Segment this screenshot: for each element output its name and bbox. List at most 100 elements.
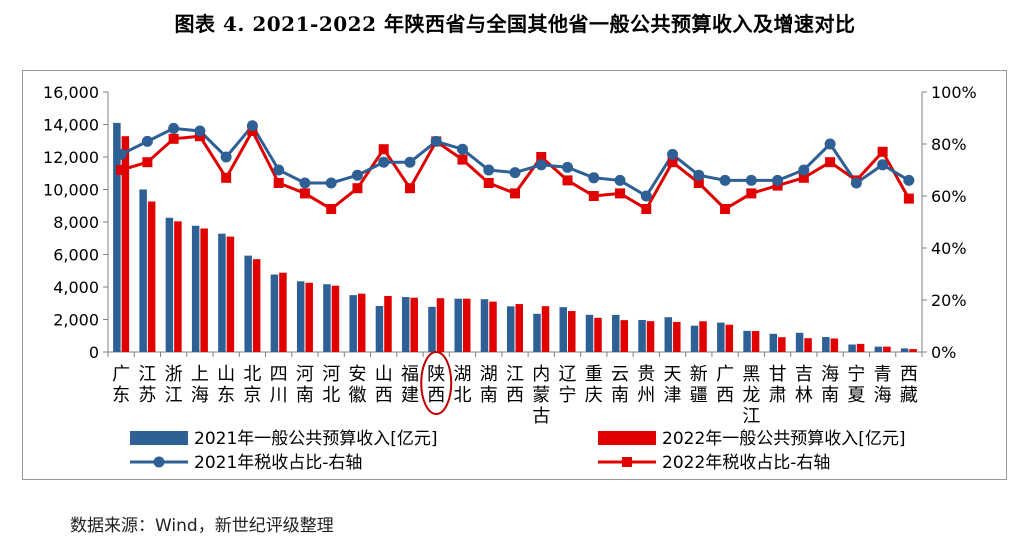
point-2022 <box>615 188 626 199</box>
category-label: 广西 <box>716 364 734 406</box>
point-2021 <box>614 174 626 186</box>
point-2021 <box>719 174 731 186</box>
category-label: 云南 <box>611 364 629 406</box>
right-tick-label: 40% <box>931 239 967 258</box>
point-2021 <box>299 177 311 189</box>
category-label: 福建 <box>401 364 419 406</box>
point-2021 <box>640 190 652 202</box>
category-label: 青海 <box>874 364 892 406</box>
bar-2021 <box>401 297 410 352</box>
bar-2022 <box>226 236 235 352</box>
point-2021 <box>798 164 810 176</box>
right-tick-label: 60% <box>931 187 967 206</box>
category-label: 海南 <box>821 364 839 406</box>
bar-2022 <box>121 136 130 352</box>
point-2022 <box>352 183 363 194</box>
category-label: 安徽 <box>348 364 366 406</box>
category-label: 江西 <box>506 364 524 406</box>
bar-2021 <box>769 333 778 352</box>
left-tick-label: 12,000 <box>43 148 99 167</box>
bar-2022 <box>384 295 392 352</box>
bar-2021 <box>270 274 279 352</box>
category-label: 贵州 <box>637 364 655 406</box>
point-2021 <box>141 135 153 147</box>
bar-2021 <box>822 337 830 352</box>
bar-2021 <box>428 306 436 352</box>
bar-2021 <box>139 189 147 352</box>
bar-2022 <box>489 301 497 352</box>
chart-frame <box>22 70 1007 480</box>
point-2021 <box>246 120 258 132</box>
bar-2022 <box>462 298 471 352</box>
category-label: 黑龙江 <box>742 364 760 427</box>
bar-2021 <box>848 344 856 352</box>
point-2021 <box>168 122 180 134</box>
bar-2022 <box>515 304 523 352</box>
bar-2022 <box>646 321 655 352</box>
category-label: 天津 <box>664 364 682 406</box>
point-2021 <box>850 177 862 189</box>
category-label: 新疆 <box>690 364 708 406</box>
bars-group <box>113 122 917 352</box>
point-2022 <box>588 191 599 201</box>
category-label: 湖北 <box>453 364 471 406</box>
bar-2022 <box>147 201 156 352</box>
left-tick-label: 16,000 <box>43 83 99 102</box>
line-2021 <box>120 123 910 199</box>
category-label: 河北 <box>322 364 340 406</box>
category-label: 河南 <box>296 364 314 406</box>
bar-2021 <box>559 307 568 352</box>
highlight-ellipse <box>420 351 453 415</box>
bar-2021 <box>664 317 673 352</box>
labels-group: 广东江苏浙江上海山东北京四川河南河北安徽山西福建陕西湖北湖南江西内蒙古辽宁重庆云… <box>112 351 918 427</box>
point-2021 <box>535 159 547 171</box>
legend-label: 2022年税收占比-右轴 <box>662 453 830 473</box>
point-2021 <box>430 135 442 147</box>
axes-group: 0 2,000 4,000 6,000 8,000 10,000 12,000 14,000 1… <box>43 83 977 362</box>
point-2022 <box>404 183 415 194</box>
category-label: 辽宁 <box>559 364 577 406</box>
category-label: 陕西 <box>427 364 445 406</box>
bar-2021 <box>218 233 226 352</box>
point-2021 <box>456 143 468 155</box>
legend-label: 2021年一般公共预算收入[亿元] <box>194 429 438 449</box>
bar-2021 <box>743 330 751 352</box>
bar-2021 <box>375 306 384 352</box>
bar-2022 <box>778 337 786 352</box>
right-tick-label: 0% <box>931 343 956 362</box>
point-2022 <box>168 133 179 144</box>
legend-label: 2022年一般公共预算收入[亿元] <box>662 429 906 449</box>
bar-2022 <box>856 343 865 352</box>
bar-2021 <box>165 217 174 352</box>
left-tick-label: 0 <box>89 343 99 362</box>
bar-2021 <box>690 325 699 352</box>
bar-2022 <box>200 228 208 352</box>
bar-2021 <box>480 299 489 352</box>
point-2021 <box>273 164 285 176</box>
bar-2022 <box>620 320 629 352</box>
bar-2021 <box>585 314 594 352</box>
point-2022 <box>116 165 127 175</box>
point-2021 <box>351 169 363 181</box>
category-label: 西藏 <box>900 364 918 406</box>
right-tick-label: 20% <box>931 291 967 310</box>
source-note: 数据来源：Wind，新世纪评级整理 <box>70 516 334 536</box>
category-label: 上海 <box>191 364 209 406</box>
category-label: 广东 <box>112 364 130 406</box>
legend-swatch-bar <box>130 431 188 445</box>
chart-title: 图表 4. 2021-2022 年陕西省与全国其他省一般公共预算收入及增速对比 <box>174 12 856 36</box>
category-label: 吉林 <box>795 364 813 406</box>
left-tick-label: 10,000 <box>43 181 99 200</box>
point-2022 <box>693 178 704 188</box>
point-2022 <box>562 175 573 186</box>
point-2021 <box>877 159 889 171</box>
point-2021 <box>325 177 337 189</box>
point-2022 <box>641 204 652 214</box>
category-label: 甘肃 <box>769 364 787 406</box>
bar-2022 <box>594 317 602 352</box>
lines-group <box>115 120 915 214</box>
bar-2021 <box>874 346 883 352</box>
category-label: 宁夏 <box>847 364 865 406</box>
point-2022 <box>877 146 888 157</box>
bar-2021 <box>454 298 462 352</box>
